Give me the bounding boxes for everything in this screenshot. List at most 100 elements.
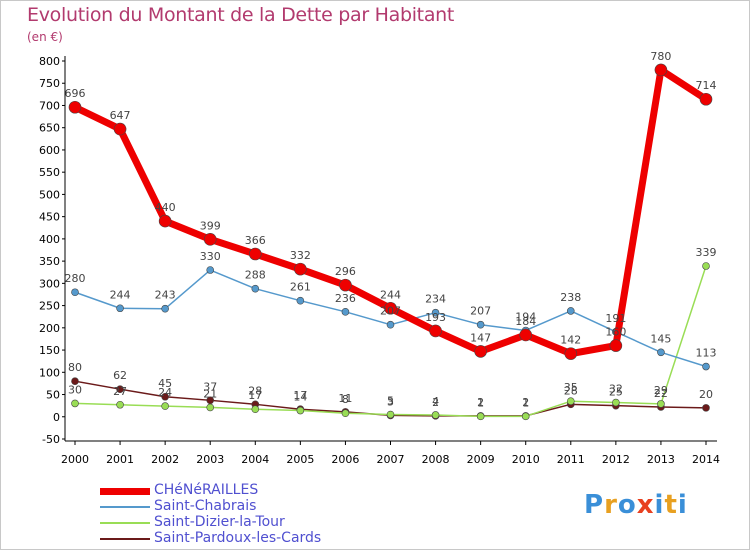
data-point-saint-dizier-la-tour [341,409,350,418]
data-point-saint-dizier-la-tour [702,262,710,270]
x-tick-label: 2005 [286,453,314,466]
data-point-ch-n-railles [158,214,172,228]
data-label-saint-dizier-la-tour: 4 [432,395,439,408]
data-label-saint-dizier-la-tour: 32 [609,383,623,396]
legend-swatch [100,538,150,540]
data-label-ch-n-railles: 696 [65,87,86,100]
y-tick-label: -50 [42,433,60,446]
data-point-saint-chabrais [206,266,215,274]
y-tick-label: 500 [39,188,60,201]
data-point-saint-chabrais [566,307,575,315]
logo-letter: r [604,490,618,520]
logo-letter: P [584,490,605,520]
data-point-saint-dizier-la-tour [521,412,530,421]
data-label-ch-n-railles: 244 [380,288,401,301]
data-label-saint-pardoux-les-cards: 28 [248,384,262,397]
data-point-saint-pardoux-les-cards [116,385,124,393]
data-point-saint-dizier-la-tour [657,400,665,408]
data-label-saint-dizier-la-tour: 1 [477,396,484,409]
data-label-saint-dizier-la-tour: 1 [522,396,529,409]
data-point-saint-chabrais [116,304,124,313]
legend-label: Saint-Dizier-la-Tour [154,514,285,530]
data-point-saint-dizier-la-tour [71,399,79,408]
data-point-saint-pardoux-les-cards [702,404,710,412]
y-tick-label: 400 [39,233,60,246]
data-label-saint-chabrais: 236 [335,292,356,305]
data-label-saint-dizier-la-tour: 35 [564,381,578,394]
legend-label: CHéNéRAILLES [154,482,259,498]
data-label-ch-n-railles: 193 [425,311,446,324]
data-label-saint-chabrais: 194 [515,310,536,323]
data-label-ch-n-railles: 714 [696,79,717,92]
x-tick-label: 2006 [331,453,359,466]
data-point-saint-chabrais [296,296,305,305]
y-tick-label: 450 [39,211,60,224]
y-tick-label: 550 [39,166,60,179]
data-label-ch-n-railles: 399 [200,219,221,232]
data-label-saint-chabrais: 238 [560,291,581,304]
x-tick-label: 2000 [61,453,89,466]
legend-swatch [100,522,150,524]
data-label-saint-chabrais: 330 [200,250,221,263]
data-point-saint-dizier-la-tour [251,405,260,414]
logo-letter: x [636,490,655,520]
logo-letter: t [664,490,678,520]
data-point-saint-chabrais [71,288,79,297]
y-tick-label: 100 [39,366,60,379]
data-label-ch-n-railles: 160 [605,326,626,339]
legend-label: Saint-Chabrais [154,498,257,514]
data-label-saint-chabrais: 261 [290,281,311,294]
data-point-saint-dizier-la-tour [386,410,395,419]
data-point-saint-dizier-la-tour [612,398,620,407]
data-label-saint-chabrais: 234 [425,293,446,306]
y-tick-label: 150 [39,344,60,357]
chart-subtitle: (en €) [27,30,63,44]
data-point-saint-dizier-la-tour [566,397,575,406]
y-tick-label: 350 [39,255,60,268]
legend-swatch [100,506,150,508]
data-point-ch-n-railles [294,262,307,276]
x-tick-label: 2004 [241,453,269,466]
data-label-ch-n-railles: 366 [245,234,266,247]
y-tick-label: 750 [39,77,60,90]
data-point-saint-dizier-la-tour [296,406,305,415]
data-label-saint-chabrais: 145 [650,332,671,345]
logo-letter: i [654,490,665,520]
legend-label: Saint-Pardoux-les-Cards [154,530,322,546]
data-label-saint-pardoux-les-cards: 2 [432,396,439,409]
data-point-ch-n-railles [609,339,623,352]
y-tick-label: 300 [39,277,60,290]
x-tick-label: 2010 [512,453,540,466]
data-point-saint-pardoux-les-cards [71,377,79,385]
data-label-saint-pardoux-les-cards: 11 [338,392,352,405]
data-label-saint-dizier-la-tour: 21 [203,387,217,400]
data-label-saint-chabrais: 288 [245,269,266,282]
data-label-saint-dizier-la-tour: 339 [696,246,717,259]
data-label-ch-n-railles: 147 [470,331,491,344]
data-point-ch-n-railles [564,347,578,360]
data-label-ch-n-railles: 184 [515,315,536,328]
x-tick-label: 2013 [647,453,675,466]
data-point-saint-chabrais [161,304,169,313]
data-label-ch-n-railles: 440 [155,201,176,214]
data-label-saint-pardoux-les-cards: 2 [522,396,529,409]
data-point-saint-chabrais [251,284,260,293]
chart-title: Evolution du Montant de la Dette par Hab… [27,4,455,26]
data-label-saint-pardoux-les-cards: 37 [203,380,217,393]
data-label-saint-chabrais: 244 [110,288,131,301]
data-label-saint-chabrais: 207 [470,305,491,318]
data-label-saint-pardoux-les-cards: 3 [387,395,394,408]
x-tick-label: 2001 [106,453,134,466]
data-label-saint-pardoux-les-cards: 62 [113,369,127,382]
data-label-saint-pardoux-les-cards: 80 [68,361,82,374]
data-point-saint-dizier-la-tour [161,402,169,410]
data-point-saint-chabrais [431,308,440,317]
data-point-ch-n-railles [699,92,713,106]
data-point-saint-chabrais [341,308,350,316]
data-point-ch-n-railles [248,247,262,261]
logo-letter: i [677,490,688,520]
data-label-saint-pardoux-les-cards: 28 [564,384,578,397]
data-label-saint-pardoux-les-cards: 22 [654,387,668,400]
